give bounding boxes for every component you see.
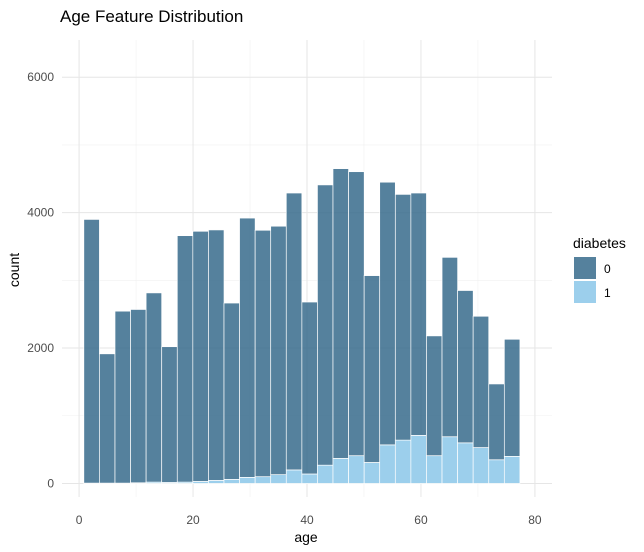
bar-diabetes-1-bin-18 (363, 462, 381, 484)
chart-title: Age Feature Distribution (60, 7, 243, 26)
bar-diabetes-0-bin-22 (426, 335, 443, 457)
y-tick-label-0: 0 (47, 476, 54, 490)
bar-diabetes-0-bin-14 (301, 301, 318, 475)
y-tick-label-3: 6000 (27, 70, 54, 84)
y-axis-title: count (6, 253, 22, 287)
bar-diabetes-0-bin-5 (161, 346, 178, 483)
bar-diabetes-0-bin-10 (239, 217, 256, 478)
histogram-bars (83, 168, 521, 484)
bar-diabetes-1-bin-27 (503, 456, 521, 484)
legend-label-1: 1 (604, 286, 611, 300)
bar-diabetes-1-bin-21 (410, 435, 427, 484)
bar-diabetes-0-bin-13 (285, 192, 303, 471)
bar-diabetes-0-bin-12 (270, 225, 287, 476)
x-tick-label-4: 80 (528, 513, 542, 527)
bar-diabetes-0-bin-20 (394, 194, 412, 441)
bar-diabetes-0-bin-7 (192, 230, 209, 482)
legend-title: diabetes (573, 235, 626, 251)
bar-diabetes-1-bin-16 (332, 458, 349, 484)
bar-diabetes-0-bin-23 (441, 256, 458, 438)
bar-diabetes-1-bin-15 (317, 464, 334, 484)
bar-diabetes-0-bin-9 (223, 302, 240, 480)
legend-key-0 (574, 257, 596, 279)
legend-label-0: 0 (604, 262, 611, 276)
bar-diabetes-0-bin-19 (379, 181, 396, 446)
bar-diabetes-0-bin-21 (410, 192, 427, 436)
bar-diabetes-0-bin-2 (114, 310, 131, 484)
bar-diabetes-0-bin-25 (472, 315, 490, 448)
x-tick-label-2: 40 (300, 513, 314, 527)
bar-diabetes-1-bin-22 (426, 455, 443, 484)
y-tick-label-1: 2000 (27, 341, 54, 355)
bar-diabetes-0-bin-16 (332, 168, 349, 459)
bar-diabetes-1-bin-24 (457, 442, 474, 484)
bar-diabetes-0-bin-3 (130, 309, 147, 484)
x-tick-label-0: 0 (76, 513, 83, 527)
bar-diabetes-0-bin-0 (83, 219, 100, 484)
bar-diabetes-1-bin-10 (239, 477, 256, 484)
bar-diabetes-0-bin-17 (348, 171, 365, 457)
bar-diabetes-1-bin-9 (223, 479, 240, 484)
x-tick-label-1: 20 (186, 513, 200, 527)
bar-diabetes-0-bin-18 (363, 275, 381, 463)
bar-diabetes-1-bin-25 (472, 447, 490, 484)
x-axis-ticks: 0 20 40 60 80 (76, 513, 542, 527)
bar-diabetes-0-bin-8 (208, 229, 225, 481)
bar-diabetes-1-bin-13 (285, 469, 303, 484)
x-tick-label-3: 60 (414, 513, 428, 527)
bar-diabetes-0-bin-11 (254, 229, 272, 478)
bar-diabetes-1-bin-17 (348, 455, 365, 484)
y-tick-label-2: 4000 (27, 206, 54, 220)
bar-diabetes-0-bin-1 (99, 353, 116, 484)
bar-diabetes-0-bin-26 (488, 383, 505, 461)
bar-diabetes-0-bin-24 (457, 290, 474, 444)
bar-diabetes-1-bin-12 (270, 474, 287, 484)
bar-diabetes-0-bin-6 (176, 235, 194, 483)
y-axis-ticks: 0 2000 4000 6000 (27, 70, 54, 490)
bar-diabetes-1-bin-26 (488, 459, 505, 484)
bar-diabetes-1-bin-8 (208, 480, 225, 484)
x-axis-title: age (294, 529, 318, 545)
bar-diabetes-1-bin-11 (254, 476, 272, 484)
legend-key-1 (574, 281, 596, 303)
bar-diabetes-1-bin-23 (441, 436, 458, 484)
bar-diabetes-0-bin-4 (145, 292, 163, 483)
bar-diabetes-1-bin-14 (301, 473, 318, 484)
bar-diabetes-1-bin-20 (394, 439, 412, 484)
legend: diabetes 0 1 (573, 235, 626, 303)
bar-diabetes-1-bin-19 (379, 444, 396, 484)
bar-diabetes-0-bin-27 (503, 338, 521, 457)
bar-diabetes-0-bin-15 (317, 184, 334, 466)
